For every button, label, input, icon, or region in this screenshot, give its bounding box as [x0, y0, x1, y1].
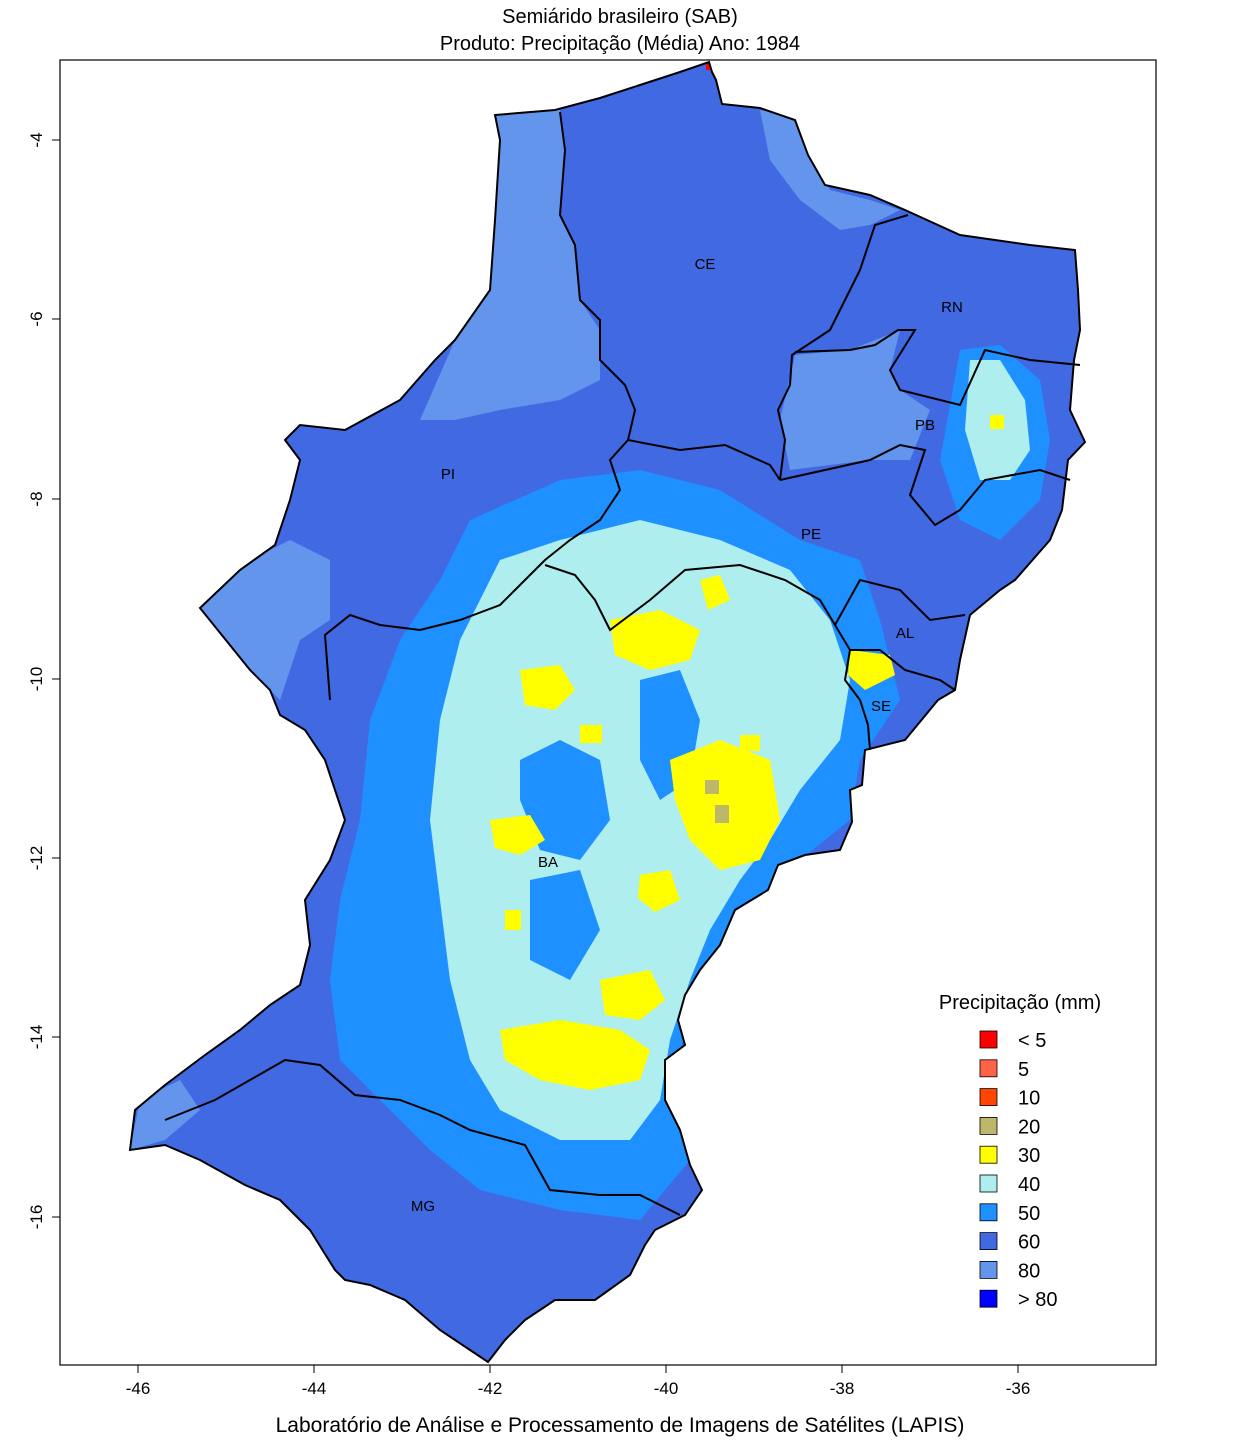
y-tick-label: -14: [27, 1025, 46, 1050]
legend-swatch: [979, 1059, 998, 1078]
legend-swatch: [979, 1289, 998, 1308]
border-ba-mg: [164, 1058, 681, 1216]
border-ce-pe: [627, 439, 781, 481]
border-ce-pi: [558, 111, 637, 441]
state-label-pb: PB: [915, 417, 935, 434]
legend-label: < 5: [1018, 1030, 1046, 1052]
state-label-al: AL: [896, 625, 914, 642]
x-tick-label: -46: [126, 1379, 151, 1398]
legend-swatch: [979, 1088, 998, 1106]
legend-swatch: [979, 1261, 998, 1279]
border-pe-ba: [544, 563, 836, 632]
border-rn-pb: [794, 329, 1081, 407]
legend-label: 40: [1018, 1174, 1040, 1196]
border-al-ba-se: [834, 624, 956, 691]
border-ce-rn-pb: [776, 214, 909, 481]
state-label-mg: MG: [411, 1198, 435, 1215]
state-label-rn: RN: [941, 299, 963, 316]
y-tick-label: -6: [27, 311, 46, 326]
y-tick-label: -4: [27, 132, 46, 147]
border-pi-pe-ba: [323, 439, 629, 701]
legend-label: 20: [1018, 1116, 1040, 1138]
map-title: Semiárido brasileiro (SAB): [502, 6, 738, 28]
legend-label: 30: [1018, 1145, 1040, 1167]
state-label-ba: BA: [538, 854, 558, 871]
y-axis: -4 -6 -8 -10 -12 -14 -16: [27, 132, 61, 1230]
y-tick-label: -10: [27, 667, 46, 692]
region-outline: [128, 60, 1087, 1364]
precipitation-raster: [130, 62, 1085, 1362]
x-tick-label: -36: [1006, 1379, 1031, 1398]
x-tick-label: -42: [478, 1379, 503, 1398]
legend-swatch: [979, 1117, 998, 1135]
state-labels: CE RN PB PI PE AL SE BA MG: [411, 256, 963, 1215]
border-pe-al: [834, 578, 966, 626]
x-tick-label: -38: [830, 1379, 855, 1398]
state-label-ce: CE: [695, 256, 716, 273]
legend-label: 5: [1018, 1059, 1029, 1081]
x-tick-label: -44: [302, 1379, 327, 1398]
y-tick-label: -12: [27, 846, 46, 871]
legend-title: Precipitação (mm): [939, 992, 1101, 1014]
y-tick-label: -16: [27, 1205, 46, 1230]
legend-swatch: [979, 1203, 998, 1222]
map-subtitle: Produto: Precipitação (Média) Ano: 1984: [439, 33, 801, 55]
state-label-se: SE: [871, 698, 891, 715]
state-borders: [164, 111, 1081, 1216]
legend-swatch: [979, 1232, 998, 1250]
y-tick-label: -8: [27, 491, 46, 506]
border-se-ba: [843, 649, 871, 751]
legend-swatch: [979, 1174, 998, 1193]
x-tick-label: -40: [654, 1379, 679, 1398]
x-axis: -46 -44 -42 -40 -38 -36: [126, 1364, 1031, 1398]
legend: Precipitação (mm) < 5 5 10 20 30 40 50 60 80 > 80: [939, 992, 1101, 1311]
legend-swatch: [979, 1030, 998, 1049]
legend-label: 50: [1018, 1203, 1040, 1225]
state-label-pi: PI: [441, 466, 455, 483]
legend-label: 10: [1018, 1088, 1040, 1110]
state-label-pe: PE: [801, 526, 821, 543]
legend-swatch: [979, 1145, 998, 1164]
legend-label: > 80: [1018, 1289, 1057, 1311]
footer-credit: Laboratório de Análise e Processamento d…: [275, 1414, 965, 1437]
legend-label: 80: [1018, 1260, 1040, 1282]
border-pb-pe: [779, 443, 1071, 527]
legend-label: 60: [1018, 1232, 1040, 1254]
